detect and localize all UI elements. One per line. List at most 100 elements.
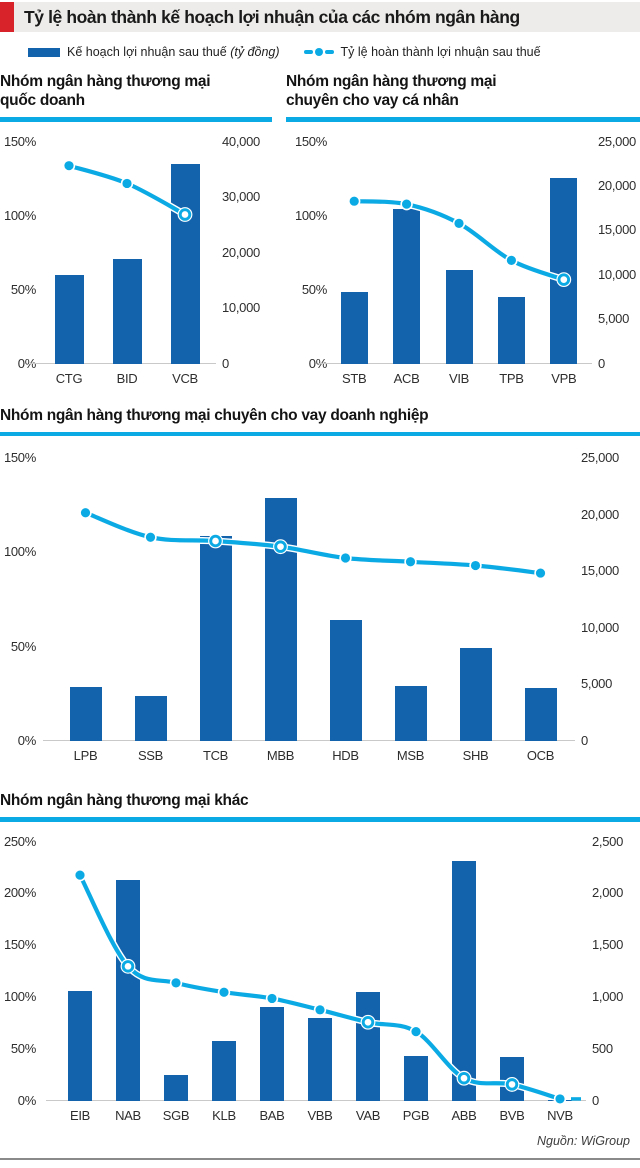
- right-axis-tick: 2,500: [592, 834, 623, 850]
- marker-NVB: [554, 1092, 566, 1104]
- marker-VAB: [361, 1014, 376, 1029]
- chart-legend: Kế hoạch lợi nhuận sau thuế (tỷ đồng) Tỷ…: [0, 42, 640, 62]
- red-accent-bar: [0, 2, 14, 32]
- marker-OCB: [534, 567, 546, 579]
- right-axis-tick: 15,000: [598, 222, 636, 238]
- right-axis-tick: 0: [222, 356, 229, 372]
- category-label-VCB: VCB: [156, 371, 214, 387]
- left-axis-tick: 0%: [286, 356, 327, 372]
- category-label-PGB: PGB: [392, 1108, 440, 1124]
- category-label-VAB: VAB: [344, 1108, 392, 1124]
- left-axis-tick: 250%: [0, 834, 36, 850]
- category-label-MBB: MBB: [248, 748, 313, 764]
- marker-SSB: [144, 531, 156, 543]
- marker-VBB: [314, 1003, 326, 1015]
- chart-title: Nhóm ngân hàng thương mại khác: [0, 791, 640, 810]
- right-axis-tick: 0: [592, 1093, 599, 1109]
- legend-item-completion: Tỷ lệ hoàn thành lợi nhuận sau thuế: [304, 45, 541, 59]
- marker-PGB: [410, 1025, 422, 1037]
- left-axis-tick: 0%: [0, 1093, 36, 1109]
- title-band: Tỷ lệ hoàn thành kế hoạch lợi nhuận của …: [0, 2, 640, 32]
- completion-line: [328, 142, 590, 364]
- category-label-STB: STB: [328, 371, 380, 387]
- completion-line: [40, 142, 214, 364]
- left-axis-tick: 50%: [286, 282, 327, 298]
- marker-ACB: [400, 197, 412, 209]
- category-label-TCB: TCB: [183, 748, 248, 764]
- category-label-SHB: SHB: [443, 748, 508, 764]
- page-title: Tỷ lệ hoàn thành kế hoạch lợi nhuận của …: [24, 7, 520, 28]
- right-axis-tick: 0: [581, 733, 588, 749]
- chart-plot-area: 0% 50% 100% 150% 0 5,000 10,000 15,000 20,000 25,…: [0, 436, 640, 769]
- footer-rule: [0, 1158, 640, 1160]
- right-axis-tick: 1,000: [592, 989, 623, 1005]
- right-axis-tick: 20,000: [581, 507, 619, 523]
- marker-VCB: [178, 207, 193, 222]
- right-axis-tick: 10,000: [581, 620, 619, 636]
- left-axis-tick: 150%: [0, 450, 36, 466]
- chart-state-owned-banks: Nhóm ngân hàng thương mại quốc doanh 0% 5…: [0, 72, 272, 392]
- right-axis-tick: 25,000: [598, 134, 636, 150]
- left-axis-tick: 0%: [0, 356, 36, 372]
- marker-BVB: [505, 1077, 520, 1092]
- marker-LPB: [79, 507, 91, 519]
- legend-label-plan: Kế hoạch lợi nhuận sau thuế (tỷ đồng): [67, 45, 280, 59]
- right-axis-tick: 10,000: [598, 267, 636, 283]
- category-label-SGB: SGB: [152, 1108, 200, 1124]
- marker-CTG: [63, 159, 75, 171]
- right-axis-tick: 15,000: [581, 563, 619, 579]
- marker-SHB: [469, 559, 481, 571]
- chart-title: Nhóm ngân hàng thương mại chuyên cho vay…: [0, 406, 640, 425]
- left-axis-tick: 200%: [0, 885, 36, 901]
- marker-BID: [121, 177, 133, 189]
- plot: [53, 458, 573, 741]
- category-label-ACB: ACB: [380, 371, 432, 387]
- category-label-EIB: EIB: [56, 1108, 104, 1124]
- chart-personal-lending-banks: Nhóm ngân hàng thương mại chuyên cho vay…: [286, 72, 640, 392]
- completion-line: [56, 842, 584, 1101]
- right-axis-tick: 2,000: [592, 885, 623, 901]
- right-axis-tick: 20,000: [222, 245, 260, 261]
- right-axis-tick: 500: [592, 1041, 613, 1057]
- right-axis-tick: 5,000: [581, 676, 612, 692]
- marker-STB: [348, 195, 360, 207]
- category-label-VBB: VBB: [296, 1108, 344, 1124]
- marker-VIB: [453, 217, 465, 229]
- marker-HDB: [339, 552, 351, 564]
- marker-SGB: [170, 976, 182, 988]
- left-axis-tick: 100%: [0, 544, 36, 560]
- left-axis-tick: 150%: [0, 134, 36, 150]
- category-label-BID: BID: [98, 371, 156, 387]
- category-label-SSB: SSB: [118, 748, 183, 764]
- chart-title: Nhóm ngân hàng thương mại quốc doanh: [0, 72, 212, 110]
- marker-EIB: [74, 868, 86, 880]
- right-axis-tick: 25,000: [581, 450, 619, 466]
- category-label-VIB: VIB: [433, 371, 485, 387]
- marker-KLB: [218, 986, 230, 998]
- marker-MSB: [404, 556, 416, 568]
- marker-VPB: [556, 272, 571, 287]
- right-axis-tick: 10,000: [222, 300, 260, 316]
- category-label-KLB: KLB: [200, 1108, 248, 1124]
- left-axis-tick: 100%: [0, 989, 36, 1005]
- category-label-TPB: TPB: [485, 371, 537, 387]
- right-axis-tick: 40,000: [222, 134, 260, 150]
- right-axis-tick: 1,500: [592, 937, 623, 953]
- category-label-BVB: BVB: [488, 1108, 536, 1124]
- category-label-HDB: HDB: [313, 748, 378, 764]
- right-axis-tick: 30,000: [222, 189, 260, 205]
- top-charts-row: Nhóm ngân hàng thương mại quốc doanh 0% 5…: [0, 72, 640, 392]
- left-axis-tick: 50%: [0, 282, 36, 298]
- left-axis-tick: 0%: [0, 733, 36, 749]
- category-label-LPB: LPB: [53, 748, 118, 764]
- right-axis-tick: 0: [598, 356, 605, 372]
- marker-NAB: [121, 958, 136, 973]
- plot: [56, 842, 584, 1101]
- plot: [328, 142, 590, 364]
- left-axis-tick: 50%: [0, 639, 36, 655]
- left-axis-tick: 150%: [0, 937, 36, 953]
- marker-ABB: [457, 1070, 472, 1085]
